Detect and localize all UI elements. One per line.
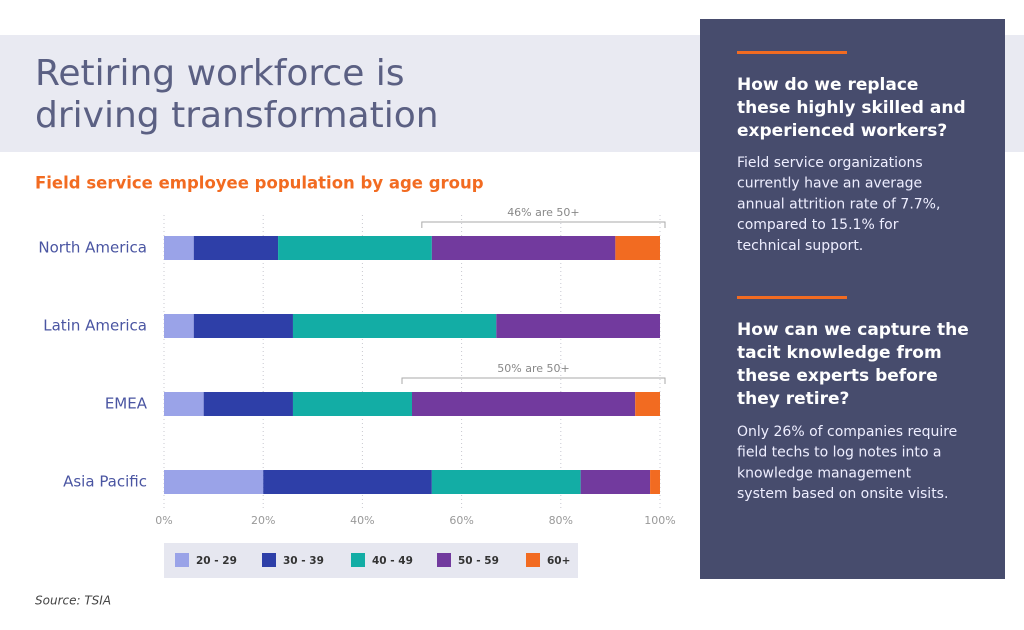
bar-segment [164, 236, 194, 260]
legend-box [164, 543, 578, 578]
sidebar-body: Only 26% of companies require [737, 424, 957, 440]
y-tick-label: Latin America [43, 317, 147, 335]
sidebar-heading: How can we capture the [737, 320, 969, 340]
x-tick-label: 60% [449, 514, 473, 527]
legend-label: 30 - 39 [283, 555, 324, 567]
bar-segment [496, 314, 660, 338]
bar-segment [203, 392, 293, 416]
bar-segment [278, 236, 432, 260]
sidebar-body: compared to 15.1% for [737, 217, 899, 233]
x-tick-label: 80% [549, 514, 573, 527]
title: Retiring workforce is [35, 53, 405, 94]
bar-segment [292, 392, 412, 416]
bar-segment [164, 392, 204, 416]
legend-label: 20 - 29 [196, 555, 237, 567]
bar-segment [615, 236, 660, 260]
legend-swatch [262, 553, 276, 567]
bar-segment [431, 236, 616, 260]
chart-title: Field service employee population by age… [35, 174, 484, 193]
sidebar-heading: they retire? [737, 389, 849, 409]
legend-label: 60+ [547, 555, 570, 567]
sidebar-heading: experienced workers? [737, 121, 947, 141]
y-tick-label: EMEA [105, 395, 148, 413]
sidebar-heading: How do we replace [737, 75, 918, 95]
source: Source: TSIA [35, 594, 111, 608]
sidebar-heading: tacit knowledge from [737, 343, 942, 363]
x-tick-label: 100% [644, 514, 675, 527]
x-tick-label: 40% [350, 514, 374, 527]
bar-segment [650, 470, 660, 494]
bar-segment [263, 470, 432, 494]
annotation-bracket [401, 377, 666, 384]
legend-swatch [175, 553, 189, 567]
divider [737, 296, 847, 299]
sidebar-body: Field service organizations [737, 155, 923, 171]
bar-segment [412, 392, 636, 416]
y-tick-label: North America [38, 239, 147, 257]
legend-label: 40 - 49 [372, 555, 413, 567]
sidebar-body: annual attrition rate of 7.7%, [737, 196, 940, 212]
y-tick-label: Asia Pacific [63, 473, 147, 491]
legend-label: 50 - 59 [458, 555, 499, 567]
annotation: 50% are 50+ [497, 362, 569, 375]
sidebar-heading: these highly skilled and [737, 98, 966, 118]
bar-segment [164, 314, 194, 338]
bar-segment [164, 470, 264, 494]
sidebar-body: technical support. [737, 238, 863, 254]
legend-swatch [351, 553, 365, 567]
sidebar-body: knowledge management [737, 465, 912, 481]
title: driving transformation [35, 95, 439, 136]
bar-segment [292, 314, 497, 338]
x-tick-label: 20% [251, 514, 275, 527]
divider [737, 51, 847, 54]
sidebar-heading: these experts before [737, 366, 938, 386]
annotation: 46% are 50+ [507, 206, 579, 219]
bar-segment [635, 392, 660, 416]
bar-segment [193, 236, 279, 260]
bar-segment [193, 314, 293, 338]
sidebar-body: system based on onsite visits. [737, 486, 948, 502]
sidebar-body: field techs to log notes into a [737, 445, 942, 461]
legend-swatch [526, 553, 540, 567]
sidebar-body: currently have an average [737, 176, 922, 192]
legend-swatch [437, 553, 451, 567]
x-tick-label: 0% [155, 514, 172, 527]
annotation-bracket [421, 221, 666, 228]
bar-segment [431, 470, 581, 494]
bar-segment [580, 470, 651, 494]
